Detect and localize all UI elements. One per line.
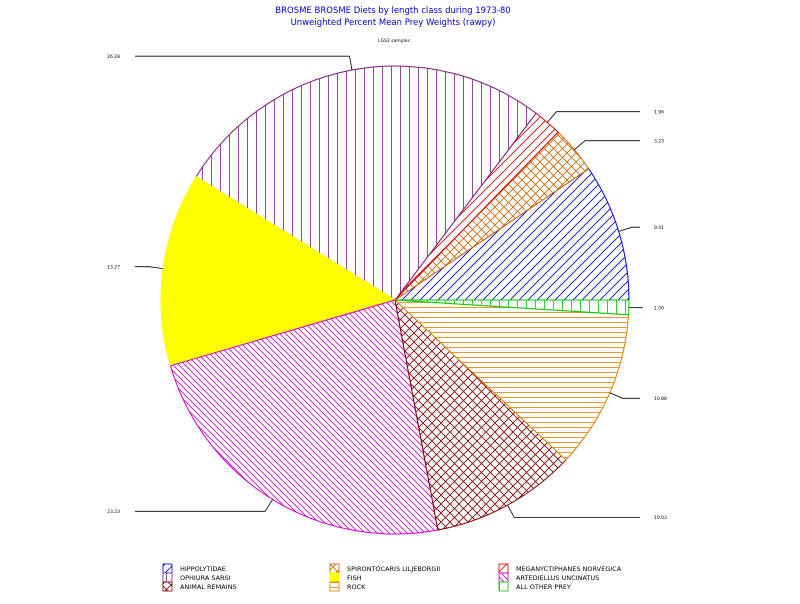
legend-swatch-meganyctiphanes-norvegica bbox=[499, 564, 508, 573]
leader-line-artediellus-uncinatus bbox=[135, 499, 273, 511]
legend-swatch-ophiura-sarsi bbox=[163, 573, 172, 582]
legend: HIPPOLYTIDAE SPIRONTOCARIS LILJEBORGII MEG… bbox=[163, 564, 622, 591]
legend-swatch-fish bbox=[330, 573, 339, 582]
leader-line-fish bbox=[135, 267, 163, 269]
legend-swatch-spirontocaris-liljeborgii bbox=[330, 564, 339, 573]
leader-line-spirontocaris-liljeborgii bbox=[574, 141, 640, 150]
value-label-all-other-prey: 1.00 bbox=[654, 306, 664, 312]
legend-label-all-other-prey: ALL OTHER PREY bbox=[516, 583, 571, 591]
leader-line-animal-remains bbox=[508, 505, 641, 517]
value-label-meganyctiphanes-norvegica: 1.96 bbox=[654, 110, 664, 116]
leader-line-rock bbox=[610, 393, 640, 399]
chart-subtitle: Unweighted Percent Mean Prey Weights (ra… bbox=[291, 18, 496, 28]
value-label-fish: 13.27 bbox=[107, 265, 120, 271]
legend-label-spirontocaris-liljeborgii: SPIRONTOCARIS LILJEBORGII bbox=[347, 565, 440, 573]
value-label-spirontocaris-liljeborgii: 3.23 bbox=[654, 139, 664, 145]
legend-label-animal-remains: ANIMAL REMAINS bbox=[180, 583, 237, 591]
legend-swatch-artediellus-uncinatus bbox=[499, 573, 508, 582]
legend-swatch-all-other-prey bbox=[499, 582, 508, 591]
legend-label-artediellus-uncinatus: ARTEDIELLUS UNCINATUS bbox=[516, 574, 599, 582]
legend-label-hippolytidae: HIPPOLYTIDAE bbox=[180, 565, 226, 573]
leader-line-ophiura-sarsi bbox=[135, 56, 352, 70]
chart-title: BROSME BROSME Diets by length class duri… bbox=[275, 6, 510, 16]
value-label-animal-remains: 10.03 bbox=[654, 515, 667, 521]
value-label-hippolytidae: 9.41 bbox=[654, 225, 664, 231]
leader-line-hippolytidae bbox=[619, 227, 640, 231]
legend-label-rock: ROCK bbox=[347, 583, 366, 591]
legend-swatch-rock bbox=[330, 582, 339, 591]
value-label-rock: 10.88 bbox=[654, 396, 667, 402]
legend-label-fish: FISH bbox=[347, 574, 362, 582]
legend-swatch-hippolytidae bbox=[163, 564, 172, 573]
value-label-ophiura-sarsi: 26.28 bbox=[107, 54, 120, 60]
value-label-artediellus-uncinatus: 23.23 bbox=[107, 509, 120, 515]
legend-label-meganyctiphanes-norvegica: MEGANYCTIPHANES NORVEGICA bbox=[516, 565, 622, 573]
header-label: LGS2 samples bbox=[378, 38, 411, 44]
leader-line-meganyctiphanes-norvegica bbox=[547, 112, 640, 123]
legend-swatch-animal-remains bbox=[163, 582, 172, 591]
pie-slices bbox=[161, 66, 629, 534]
legend-label-ophiura-sarsi: OPHIURA SARSI bbox=[180, 574, 231, 582]
